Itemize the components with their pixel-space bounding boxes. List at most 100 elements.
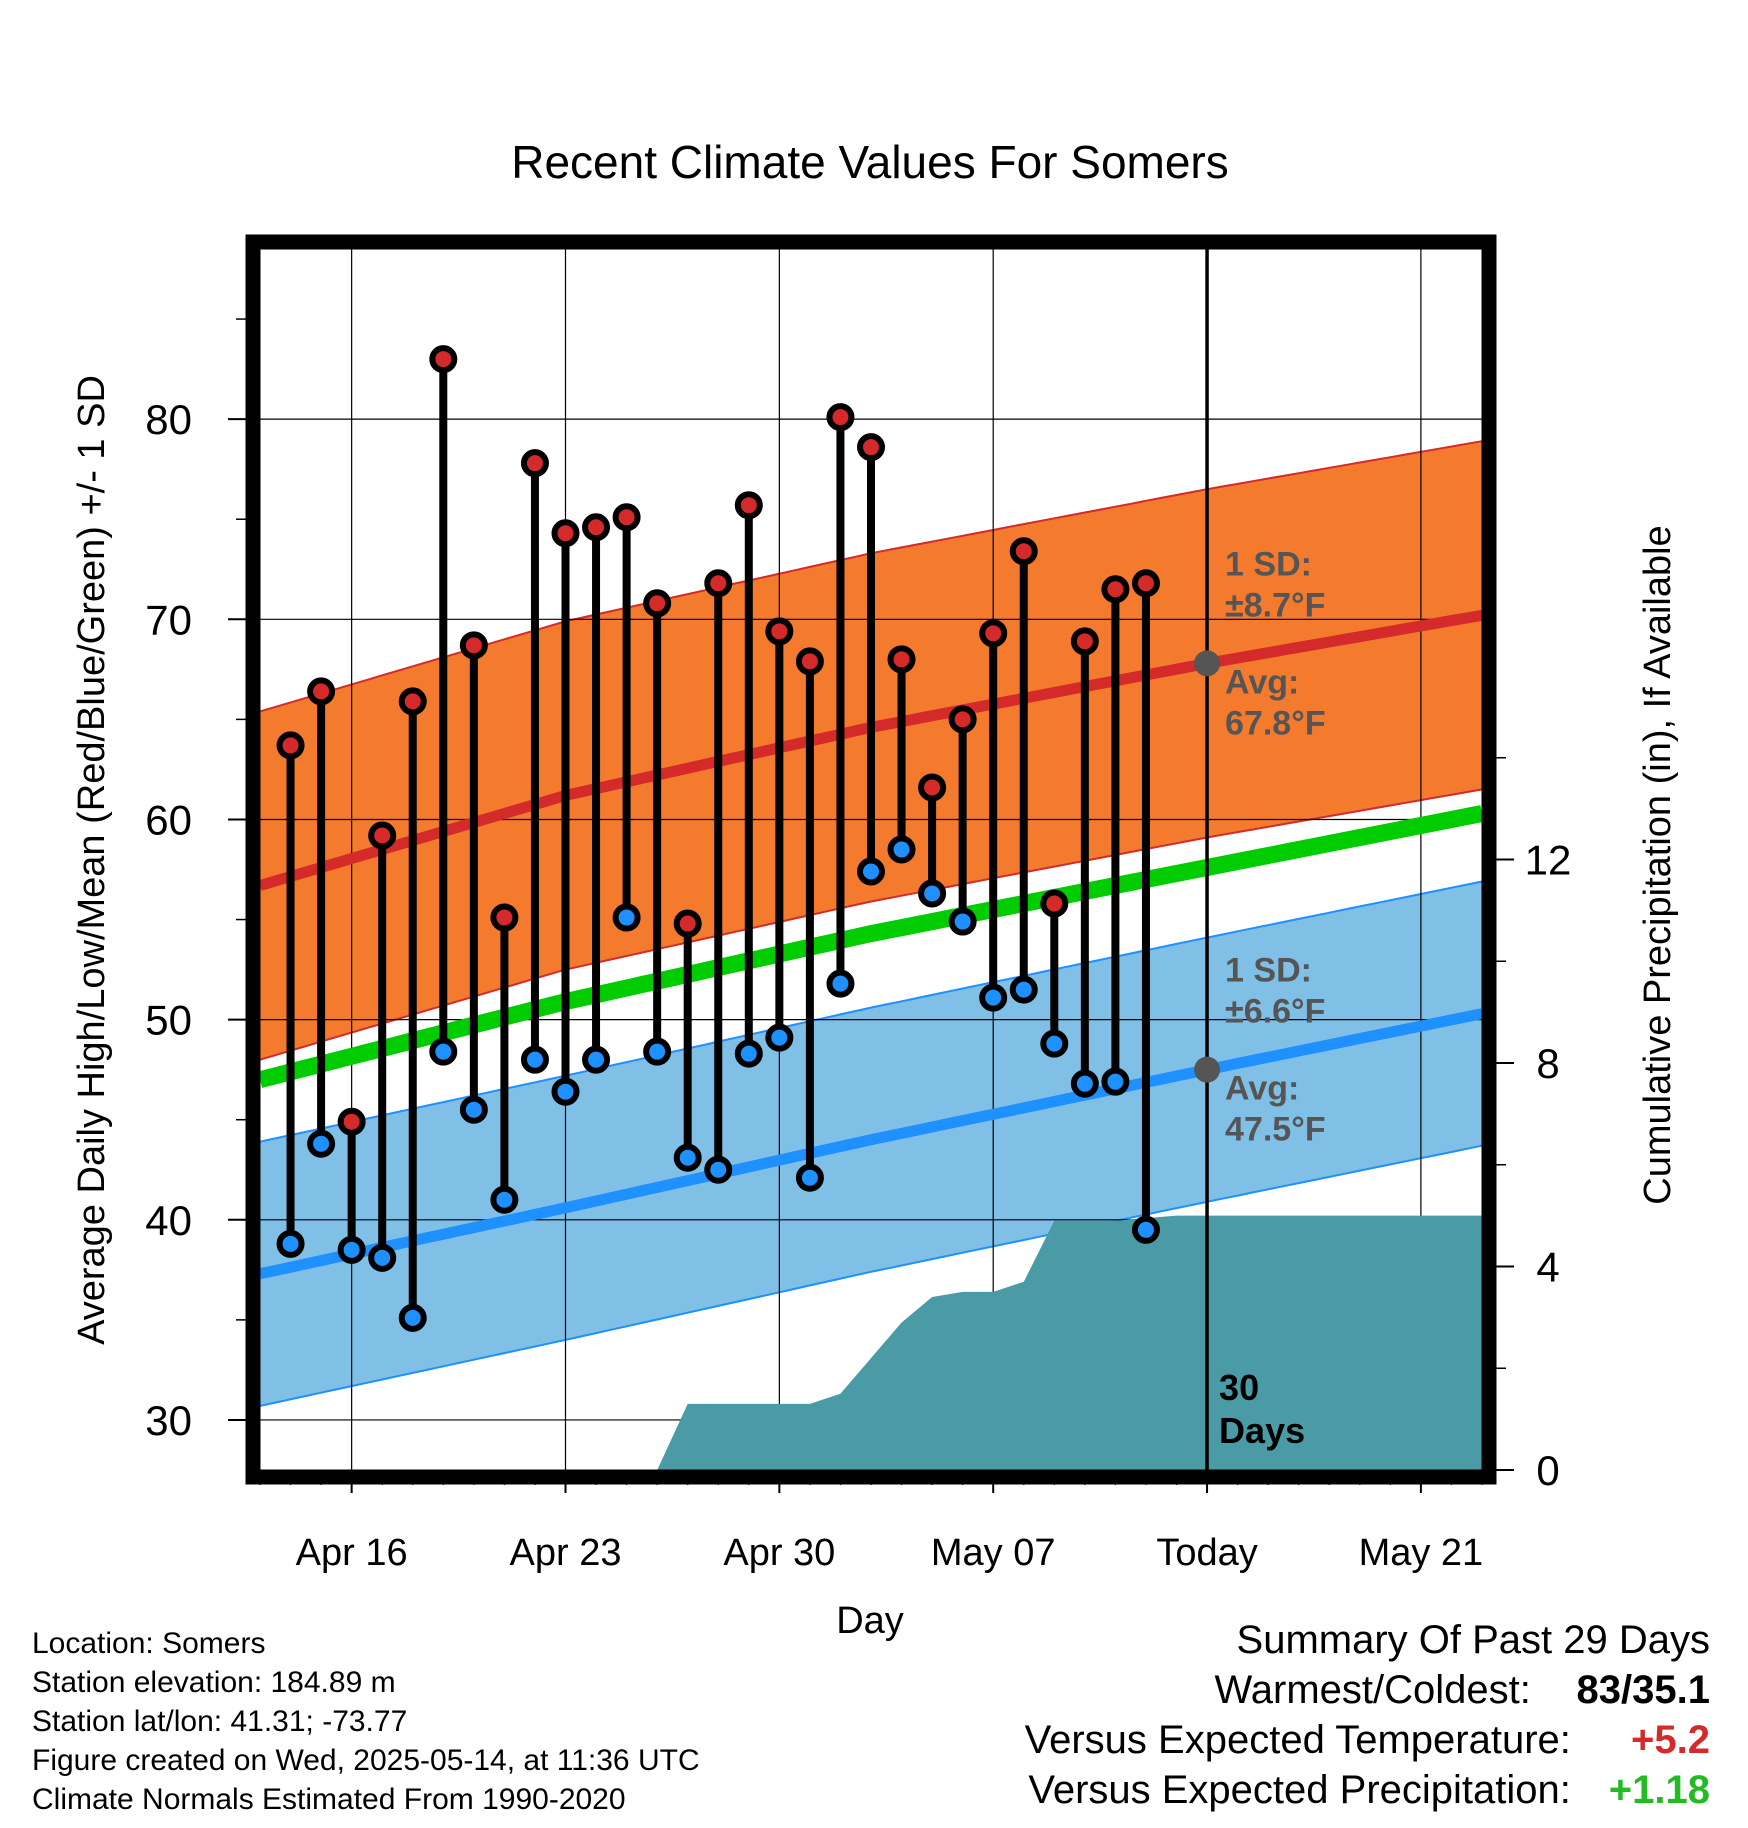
low-point [459,1095,488,1124]
high-point [704,569,733,598]
low-point [1101,1067,1130,1096]
y-right-tick-label: 8 [1536,1040,1559,1087]
precipitation-area [657,1215,1482,1470]
low-normal-line [258,1008,1484,1280]
high-point [795,647,824,676]
low-point [734,1039,763,1068]
low-point [948,907,977,936]
low-band-lower-edge [259,1144,1483,1407]
low-point [1040,1029,1069,1058]
window-days-number: 30 [1219,1367,1259,1408]
x-axis-label: Day [836,1600,904,1642]
high-point [1040,889,1069,918]
summary-temp-value: +5.2 [1631,1718,1710,1762]
high-point [429,345,458,374]
low-point [765,1023,794,1052]
low-point [857,857,885,886]
low-point [1131,1215,1160,1244]
summary-title: Summary Of Past 29 Days [1236,1618,1710,1662]
low-point [490,1185,519,1214]
low-avg-value: 47.5°F [1225,1111,1326,1149]
low-point [612,903,641,932]
y-right-tick-label: 4 [1536,1244,1559,1291]
y-right-axis-label: Cumulative Precipitation (in), If Availa… [1637,525,1679,1204]
low-point [1070,1069,1099,1098]
low-point [337,1235,366,1264]
high-point [551,519,580,548]
low-avg-label: Avg: [1225,1070,1299,1108]
low-point [398,1303,427,1332]
x-tick-label: Apr 23 [510,1532,622,1574]
low-point [1009,975,1038,1004]
footer-created: Figure created on Wed, 2025-05-14, at 11… [32,1744,700,1777]
summary-precip-value: +1.18 [1608,1768,1710,1812]
high-avg-value: 67.8°F [1225,704,1326,742]
high-avg-label: Avg: [1225,663,1299,701]
low-sd-value: ±6.6°F [1225,993,1325,1031]
x-tick-label: Apr 16 [296,1532,408,1574]
low-point [551,1077,580,1106]
high-point [337,1107,366,1136]
y-tick-label: 60 [145,796,192,843]
low-sd-label: 1 SD: [1225,952,1312,990]
y-right-tick-label: 0 [1536,1447,1559,1494]
today-high-avg-marker [1194,650,1221,677]
footer-location: Location: Somers [32,1627,266,1660]
high-sd-label: 1 SD: [1225,545,1312,583]
y-right-tick-label: 12 [1525,837,1572,884]
high-point [1070,627,1099,656]
chart-title: Recent Climate Values For Somers [511,136,1229,188]
low-point [673,1143,702,1172]
high-point [612,503,641,532]
summary-warmest-row: Warmest/Coldest: 83/35.1 [1215,1668,1711,1713]
y-axis-label: Average Daily High/Low/Mean (Red/Blue/Gr… [71,375,113,1345]
high-point [368,821,397,850]
high-point [459,631,488,660]
high-point [857,433,885,462]
y-tick-label: 50 [145,997,192,1044]
high-point [673,909,702,938]
x-tick-label: Apr 30 [723,1532,835,1574]
low-point [704,1155,733,1184]
summary-temp-row: Versus Expected Temperature: +5.2 [1025,1718,1710,1763]
summary-warmest-value: 83/35.1 [1576,1668,1710,1712]
high-point [307,677,336,706]
summary-precip-row: Versus Expected Precipitation: +1.18 [1028,1768,1710,1813]
today-low-avg-marker [1194,1056,1221,1083]
high-band-lower-edge [259,788,1483,1061]
low-point [826,969,855,998]
summary-precip-label: Versus Expected Precipitation: [1028,1768,1571,1812]
x-tick-label: Today [1156,1532,1257,1574]
high-point [582,513,611,542]
high-point [520,449,549,478]
window-days-label: Days [1219,1410,1305,1451]
low-point [368,1243,397,1272]
high-point [887,645,916,674]
summary-temp-label: Versus Expected Temperature: [1024,1718,1571,1762]
low-point [520,1045,549,1074]
footer-normals: Climate Normals Estimated From 1990-2020 [32,1783,626,1816]
high-point [1009,537,1038,566]
mean-normal-line [257,805,1484,1088]
high-point [276,731,305,760]
low-point [276,1229,305,1258]
y-tick-label: 30 [145,1397,192,1444]
low-point [979,983,1008,1012]
low-point [918,879,947,908]
high-point [734,491,763,520]
x-tick-label: May 07 [931,1532,1056,1574]
low-point [307,1129,336,1158]
y-tick-label: 40 [145,1197,192,1244]
y-tick-label: 80 [145,396,192,443]
high-point [948,705,977,734]
high-point [826,403,855,432]
high-point [398,687,427,716]
high-point [1131,569,1160,598]
high-point [918,773,947,802]
high-point [1101,575,1130,604]
footer-latlon: Station lat/lon: 41.31; -73.77 [32,1705,408,1738]
high-point [643,589,672,618]
high-point [979,619,1008,648]
summary-warmest-label: Warmest/Coldest: [1214,1668,1531,1712]
